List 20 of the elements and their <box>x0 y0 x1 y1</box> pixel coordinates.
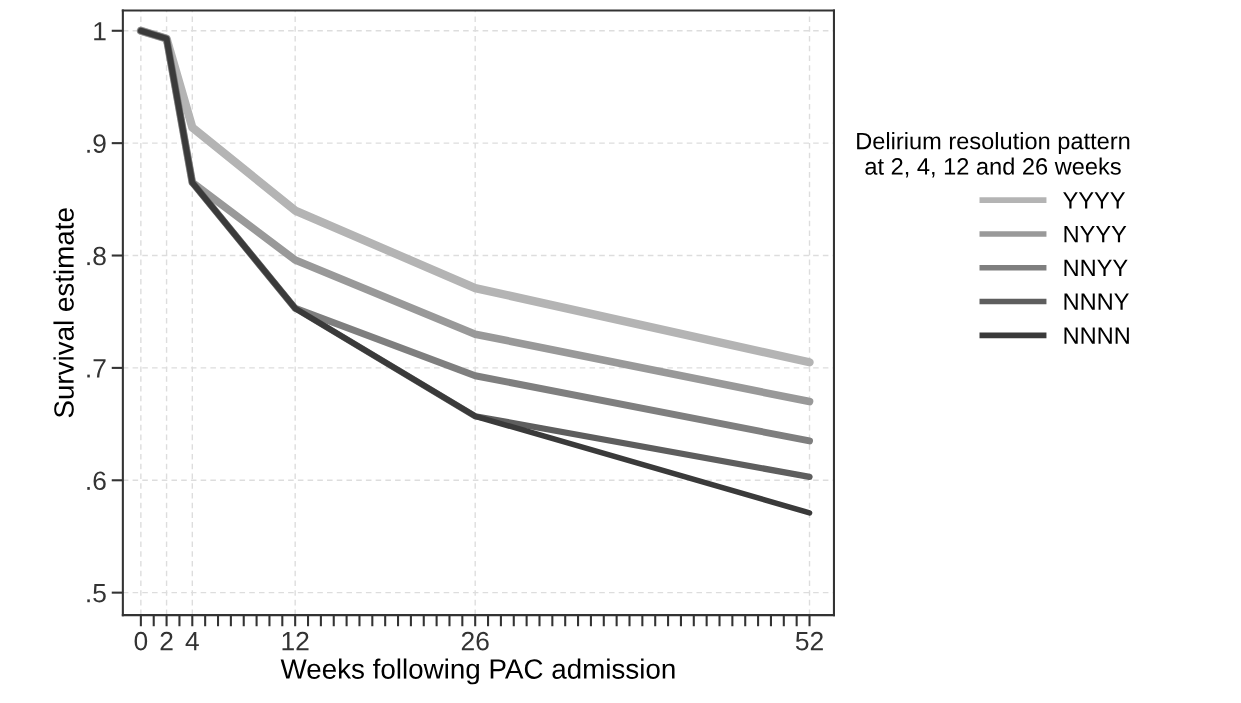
y-tick-label: .5 <box>87 584 106 603</box>
y-tick-label: .7 <box>87 359 106 378</box>
y-tick-label: .9 <box>87 134 106 153</box>
x-axis-title: Weeks following PAC admission <box>280 658 675 685</box>
y-tick-label: .8 <box>87 246 106 266</box>
x-tick-label: 52 <box>795 631 823 651</box>
x-tick-label: 12 <box>282 631 309 651</box>
y-axis-title: Survival estimate <box>53 208 74 418</box>
legend-label: NYYY <box>1064 225 1127 243</box>
y-tick-label: 1 <box>94 22 106 41</box>
legend-title: Delirium resolution pattern at 2, 4, 12 and 26 weeks <box>857 132 1130 178</box>
legend-label: NNYY <box>1064 259 1128 277</box>
x-tick-label: 0 <box>134 631 148 651</box>
legend-label: YYYY <box>1063 192 1126 209</box>
x-tick-label: 2 <box>160 631 173 651</box>
y-tick-label: .6 <box>87 471 106 491</box>
x-tick-label: 4 <box>185 632 199 651</box>
legend-label: NNNN <box>1064 327 1129 344</box>
x-tick-label: 26 <box>461 631 489 651</box>
legend-label: NNNY <box>1064 293 1129 310</box>
